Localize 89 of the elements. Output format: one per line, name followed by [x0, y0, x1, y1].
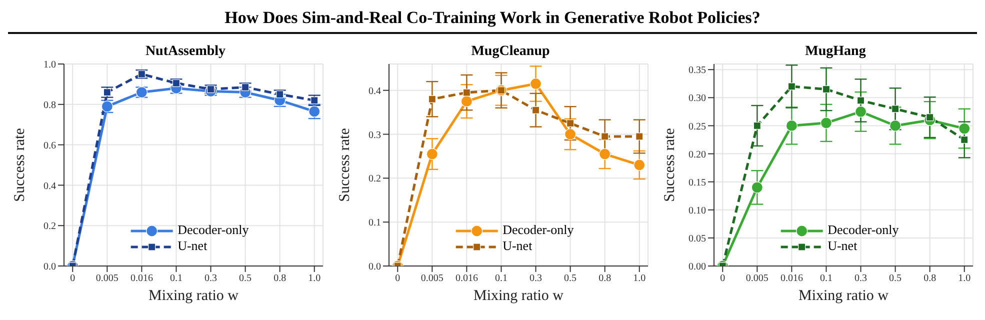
- x-tick-label: 0: [70, 273, 76, 284]
- x-tick-label: 0.8: [598, 273, 612, 284]
- point: [532, 106, 540, 114]
- point: [786, 120, 798, 132]
- y-tick-label: 0.1: [368, 218, 381, 229]
- legend-label: Decoder-only: [178, 222, 249, 237]
- x-axis-title: Mixing ratio w: [148, 288, 239, 304]
- point: [753, 122, 761, 130]
- x-tick-label: 0.005: [420, 273, 444, 284]
- x-tick-label: 0.016: [130, 273, 153, 284]
- point: [636, 132, 644, 140]
- y-tick-label: 0.0: [368, 262, 381, 273]
- y-tick-label: 0.15: [688, 177, 706, 188]
- legend-label: U-net: [828, 238, 858, 253]
- x-tick-label: 0.8: [274, 273, 286, 284]
- legend-label: Decoder-only: [502, 222, 574, 237]
- point: [172, 79, 180, 87]
- y-axis-title: Success rate: [337, 128, 353, 202]
- y-tick-label: 0.4: [368, 86, 381, 97]
- point: [564, 128, 576, 140]
- point: [530, 78, 542, 90]
- point: [310, 96, 318, 104]
- point: [601, 132, 609, 140]
- x-tick-label: 0.8: [924, 273, 936, 284]
- point: [460, 96, 472, 108]
- point: [958, 122, 970, 134]
- x-tick-label: 0.005: [96, 273, 118, 284]
- point: [103, 88, 111, 96]
- y-tick-label: 0.3: [368, 130, 381, 141]
- chart-title: MugHang: [805, 44, 866, 59]
- x-tick-label: 0.3: [854, 273, 868, 284]
- legend-label: Decoder-only: [828, 222, 899, 237]
- x-axis-title: Mixing ratio w: [474, 288, 564, 304]
- x-tick-label: 0.3: [204, 273, 218, 284]
- point: [462, 88, 470, 96]
- point: [822, 85, 830, 94]
- y-tick-label: 0.20: [688, 149, 706, 160]
- x-tick-label: 0.5: [889, 273, 902, 284]
- y-axis-title: Success rate: [662, 128, 678, 202]
- x-tick-label: 0.1: [820, 273, 832, 284]
- point: [566, 119, 574, 128]
- point: [426, 148, 438, 160]
- y-tick-label: 0.10: [688, 205, 706, 216]
- y-tick-label: 1.0: [44, 60, 56, 71]
- point: [276, 90, 284, 98]
- x-tick-label: 0.5: [239, 273, 252, 284]
- x-tick-label: 0.016: [455, 273, 478, 284]
- x-axis-title: Mixing ratio w: [798, 288, 889, 304]
- x-tick-label: 0.016: [780, 273, 803, 284]
- point: [428, 95, 436, 103]
- y-tick-label: 0.2: [44, 221, 56, 232]
- y-tick-label: 0.4: [44, 180, 56, 192]
- point: [788, 82, 796, 90]
- point: [751, 182, 763, 194]
- x-tick-label: 1.0: [633, 273, 646, 284]
- x-tick-label: 0.5: [564, 273, 577, 284]
- y-tick-label: 0.25: [688, 121, 706, 132]
- chart-title: MugCleanup: [471, 44, 550, 59]
- y-tick-label: 0.6: [44, 140, 56, 152]
- x-tick-label: 1.0: [958, 273, 971, 284]
- point: [890, 120, 902, 132]
- y-tick-label: 0.0: [44, 262, 56, 273]
- point: [599, 148, 611, 160]
- point: [634, 159, 646, 171]
- y-axis-title: Success rate: [12, 128, 28, 202]
- legend-label: U-net: [502, 238, 532, 253]
- x-tick-label: 0: [395, 273, 400, 284]
- y-tick-label: 0.05: [688, 233, 706, 244]
- point: [820, 117, 832, 129]
- point: [960, 136, 968, 144]
- x-tick-label: 0.005: [746, 273, 768, 284]
- x-tick-label: 0.3: [530, 273, 542, 284]
- x-tick-label: 0: [720, 273, 726, 284]
- point: [138, 70, 146, 78]
- text: How Does Sim-and-Real Co-Training Work in Generative Robot Policies?: [224, 8, 760, 27]
- y-tick-label: 0.2: [368, 174, 381, 185]
- point: [892, 105, 900, 113]
- point: [854, 106, 867, 118]
- y-tick-label: 0.35: [688, 65, 706, 76]
- x-tick-label: 1.0: [308, 273, 321, 284]
- y-tick-label: 0.30: [688, 93, 706, 104]
- point: [242, 83, 250, 92]
- point: [856, 96, 865, 104]
- y-tick-label: 0.8: [44, 100, 56, 111]
- x-tick-label: 0.1: [494, 273, 508, 284]
- legend-label: U-net: [178, 238, 208, 253]
- x-tick-label: 0.1: [170, 273, 182, 284]
- y-tick-label: 0.00: [688, 262, 706, 273]
- chart-title: NutAssembly: [145, 44, 226, 59]
